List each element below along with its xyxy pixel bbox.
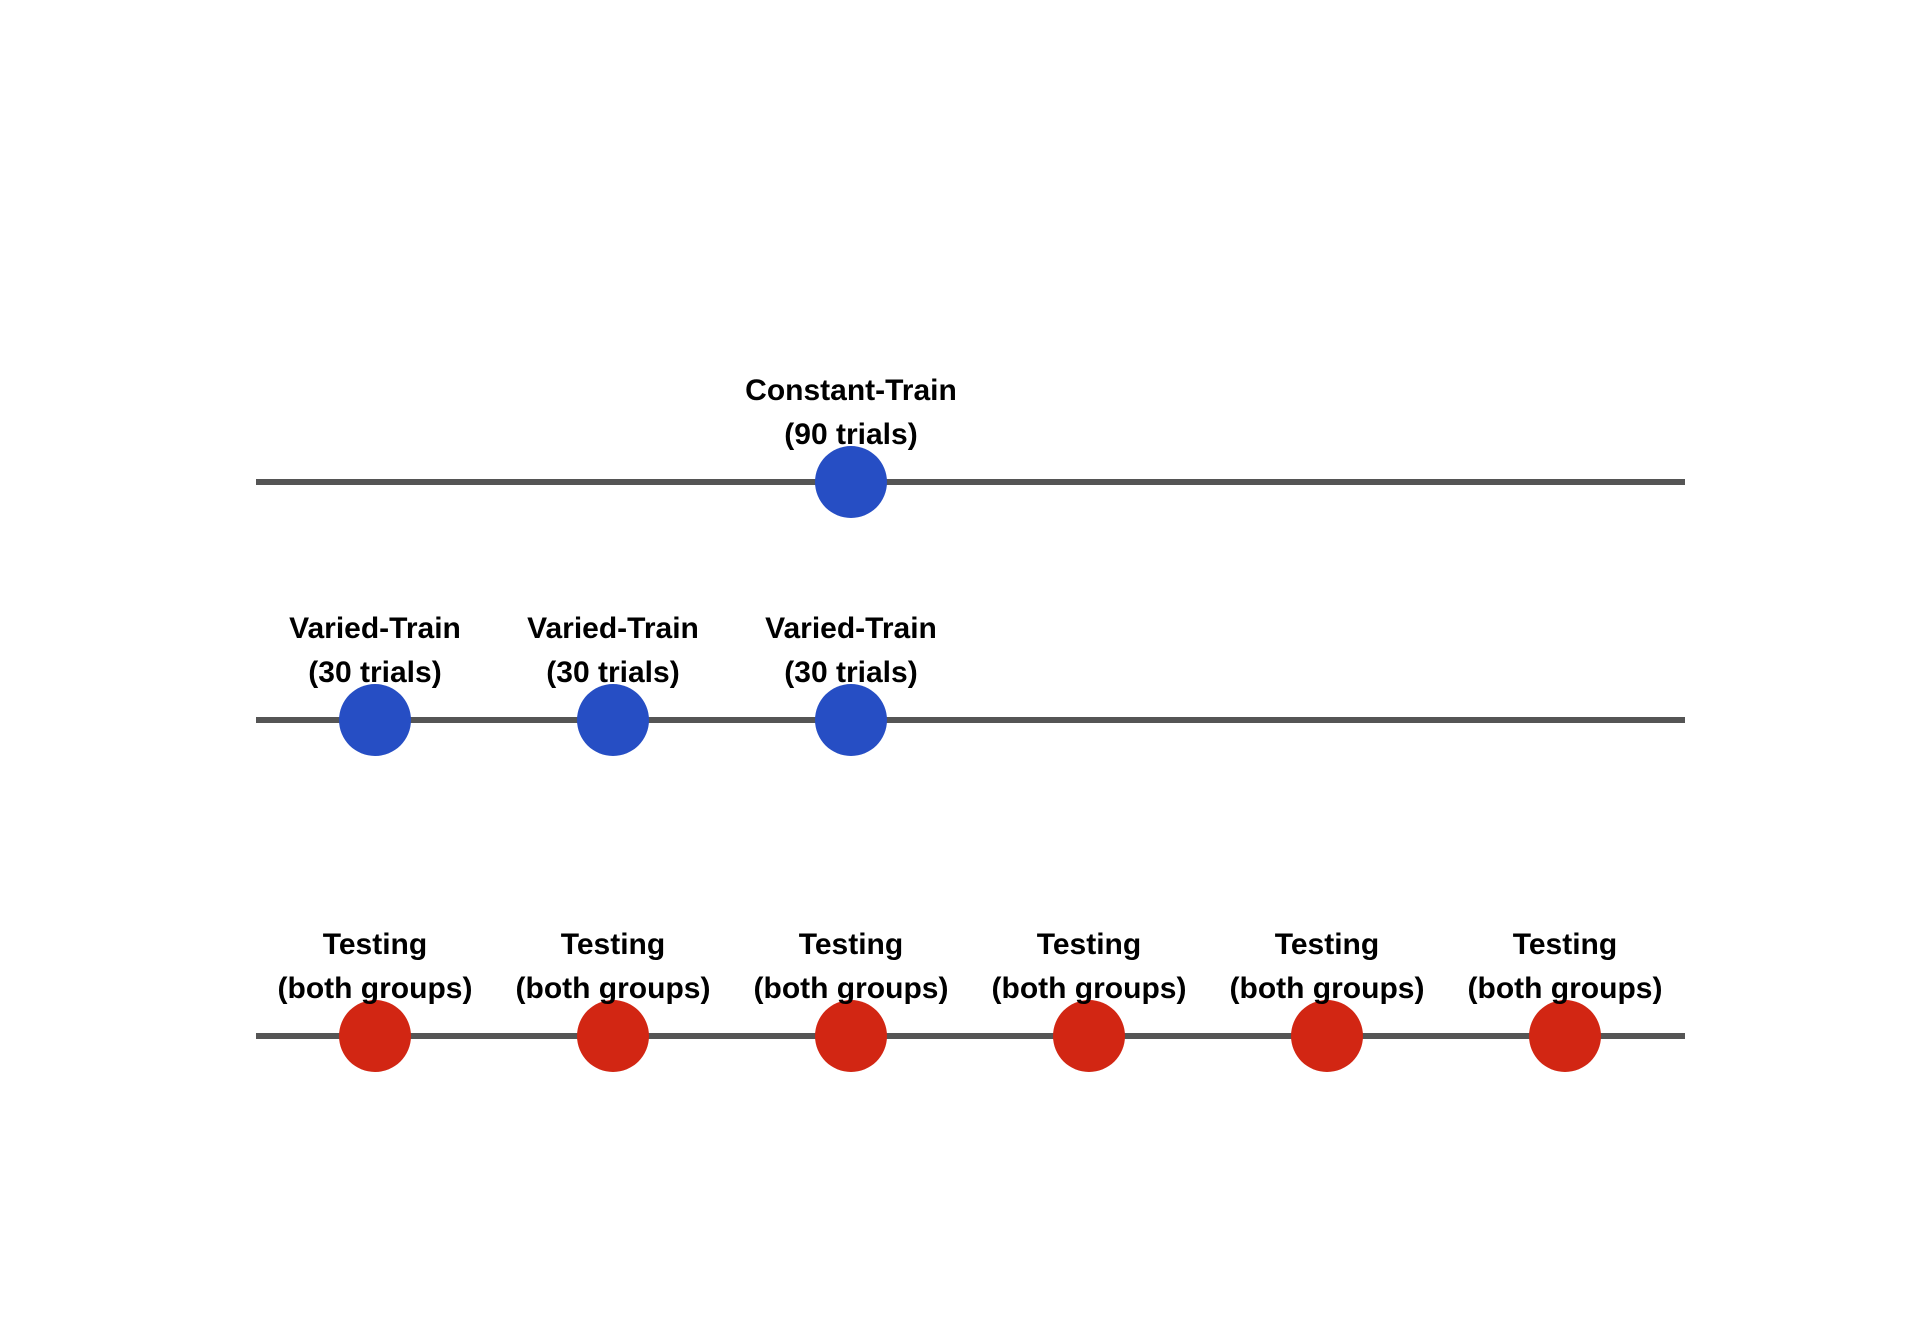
- testing-label-title: Testing: [1513, 928, 1617, 961]
- varied-train-label-title: Varied-Train: [765, 612, 937, 645]
- testing-node: [577, 1000, 649, 1072]
- varied-train-node: [815, 684, 887, 756]
- testing-node: [1053, 1000, 1125, 1072]
- testing-node: [1529, 1000, 1601, 1072]
- varied-train-label-title: Varied-Train: [289, 612, 461, 645]
- constant-train-label-detail: (90 trials): [784, 418, 917, 451]
- testing-node: [815, 1000, 887, 1072]
- varied-train-label-detail: (30 trials): [308, 656, 441, 689]
- varied-train-label-title: Varied-Train: [527, 612, 699, 645]
- row-varied-train: Varied-Train (30 trials) Varied-Train (30 t…: [256, 612, 1685, 756]
- varied-train-node: [339, 684, 411, 756]
- testing-node: [1291, 1000, 1363, 1072]
- testing-label-detail: (both groups): [278, 972, 473, 1005]
- testing-node: [339, 1000, 411, 1072]
- testing-label-detail: (both groups): [992, 972, 1187, 1005]
- testing-label-detail: (both groups): [1230, 972, 1425, 1005]
- testing-label-title: Testing: [799, 928, 903, 961]
- varied-train-label-detail: (30 trials): [784, 656, 917, 689]
- constant-train-node: [815, 446, 887, 518]
- testing-label-title: Testing: [1275, 928, 1379, 961]
- varied-train-node: [577, 684, 649, 756]
- testing-label-detail: (both groups): [516, 972, 711, 1005]
- testing-label-detail: (both groups): [1468, 972, 1663, 1005]
- varied-train-label-detail: (30 trials): [546, 656, 679, 689]
- testing-label-detail: (both groups): [754, 972, 949, 1005]
- row-testing: Testing (both groups) Testing (both groups)…: [256, 928, 1685, 1072]
- testing-label-title: Testing: [323, 928, 427, 961]
- testing-label-title: Testing: [1037, 928, 1141, 961]
- testing-label-title: Testing: [561, 928, 665, 961]
- constant-train-label-title: Constant-Train: [745, 374, 957, 407]
- row-constant-train: Constant-Train (90 trials): [256, 374, 1685, 518]
